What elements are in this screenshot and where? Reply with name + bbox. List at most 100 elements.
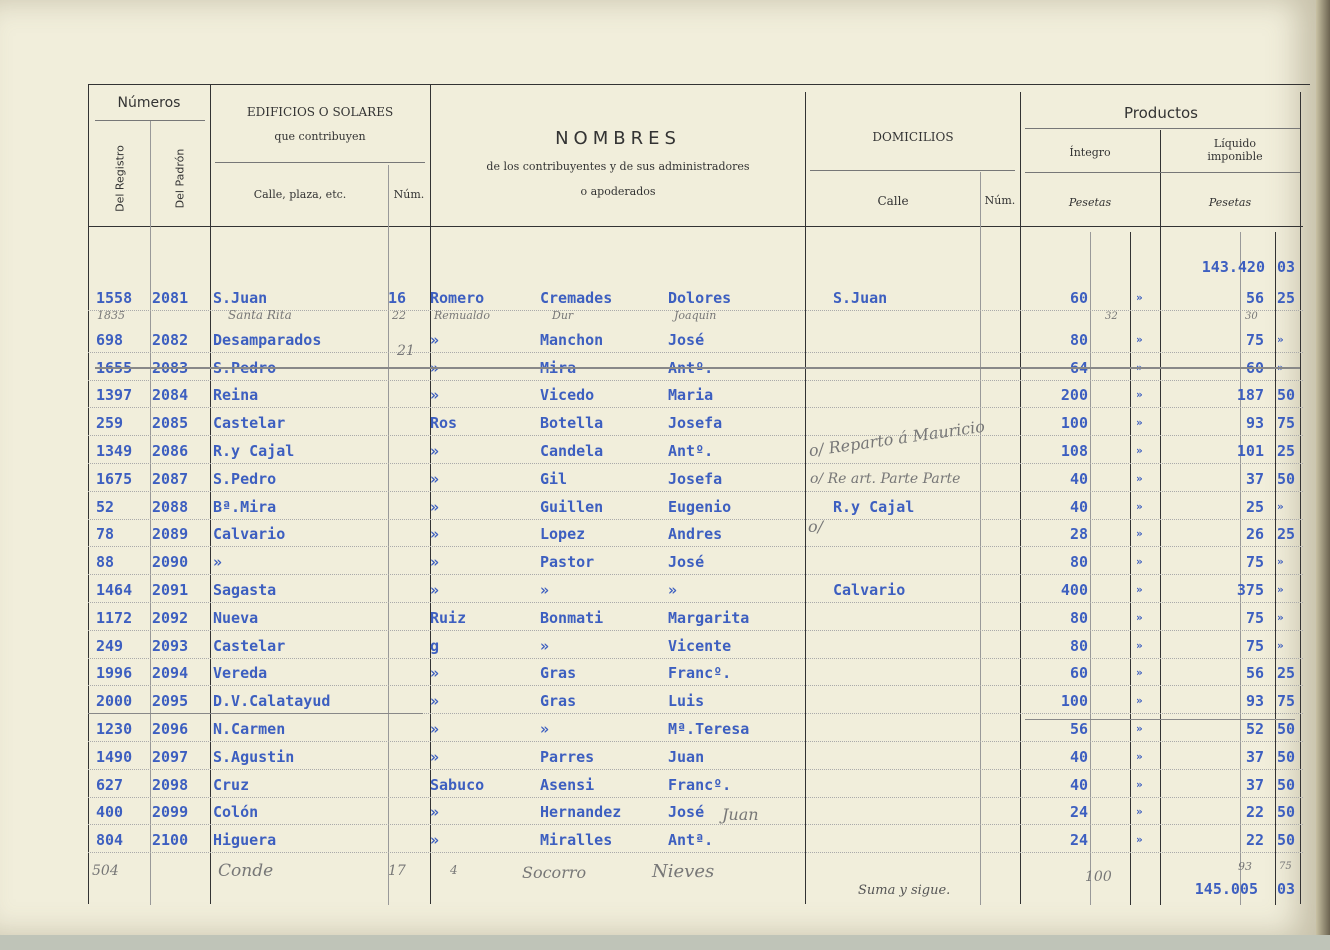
street: D.V.Calatayud [213,692,331,711]
liquido-pesetas: 75 [1245,330,1264,349]
surname-1: » [430,469,440,488]
liquido-cents: 50 [1277,803,1296,822]
padron-number: 2096 [152,720,189,738]
integro-pesetas: 80 [1069,608,1088,627]
surname-1: » [430,330,440,349]
col-divider [1160,130,1161,905]
handwritten-santa-rita: Santa Rita [228,308,292,322]
registro-number: 1464 [96,581,133,599]
integro-pesetas: 108 [1060,442,1088,460]
padron-number: 2090 [152,553,189,572]
surname-2: Bonmati [540,608,604,627]
street: Vereda [213,664,268,683]
street: Desamparados [213,330,322,349]
registro-number: 1349 [96,442,133,460]
header-pesetas-liquido: Pesetas [1208,196,1252,209]
col-divider [150,120,151,905]
surname-2: Gras [540,664,577,683]
header-nombres-sub1: de los contribuyentes y de sus administr… [486,160,750,173]
integro-pesetas: 60 [1069,664,1088,683]
padron-number: 2098 [152,775,189,794]
integro-pesetas: 40 [1069,747,1088,766]
integro-cents: » [1136,666,1143,680]
page-edge [1316,0,1330,950]
integro-cents: » [1136,833,1143,847]
integro-cents: » [1136,555,1143,569]
liquido-pesetas: 37 [1245,747,1264,766]
integro-cents: » [1136,610,1143,624]
header-nombres-sub2: o apoderados [580,185,656,198]
liquido-cents: 50 [1277,386,1296,405]
table-row: 1172 2092 Nueva Ruiz Bonmati Margarita 80 » 75 » [88,603,1303,631]
liquido-pesetas: 56 [1245,664,1264,683]
liquido-pesetas: 22 [1245,831,1264,850]
padron-number: 2085 [152,414,189,433]
street: Castelar [213,414,286,433]
integro-cents: » [1136,444,1143,457]
surname-2: » [540,636,550,655]
liquido-pesetas: 25 [1245,497,1264,516]
surname-2: Miralles [540,831,613,850]
first-name: José [668,330,705,349]
surname-1: » [430,831,440,850]
table-row: 78 2089 Calvario » Lopez Andres 28 » 26 25 [88,519,1303,548]
liquido-cents: 75 [1277,692,1296,711]
header-bottom-rule [88,226,1303,227]
registro-number: 1490 [96,747,133,766]
padron-number: 2087 [152,469,189,488]
surname-2: Vicedo [540,386,595,405]
liquido-cents: 25 [1277,289,1296,307]
integro-cents: » [1136,499,1143,513]
surname-2: » [540,720,550,738]
handwritten-joaquin: Joaquin [674,309,717,322]
left-border [88,84,89,904]
integro-cents: » [1136,722,1143,735]
first-name: Josefa [668,469,723,488]
right-border [1300,92,1301,904]
surname-1: » [430,525,440,544]
street: Nueva [213,608,259,627]
handwritten-total-cent: 75 [1279,861,1292,872]
header-dom-num: Núm. [984,194,1016,207]
table-row: 2000 2095 D.V.Calatayud » Gras Luis 100 » 93 75 [88,686,1303,715]
integro-pesetas: 24 [1069,803,1088,822]
liquido-cents: 50 [1277,831,1296,850]
handwritten-last-calle: Conde [218,861,274,881]
padron-number: 2091 [152,581,189,599]
surname-2: Manchon [540,330,604,349]
liquido-cents: 50 [1277,469,1296,488]
integro-cents: » [1136,805,1143,819]
first-name: Antº. [668,442,714,460]
header-nombres: NOMBRES [555,128,681,149]
street: Sagasta [213,581,277,599]
surname-2: Candela [540,442,604,460]
registro-number: 2000 [96,692,133,711]
carry-forward-pesetas: 143.420 [1201,258,1265,276]
liquido-pesetas: 22 [1245,803,1264,822]
liquido-pesetas: 93 [1245,414,1264,433]
table-row: 1675 2087 S.Pedro » Gil Josefa 40 » 37 50 [88,464,1303,492]
col-divider [210,84,211,904]
liquido-cents: 25 [1277,664,1296,683]
liquido-pesetas: 37 [1245,469,1264,488]
registro-number: 627 [96,775,124,794]
street-number: 16 [388,289,407,307]
street: » [213,553,223,572]
integro-pesetas: 80 [1069,553,1088,572]
registro-number: 1397 [96,386,133,405]
registro-number: 78 [96,525,115,544]
first-name: Andres [668,525,723,544]
rule [810,170,1015,171]
table-row: 1349 2086 R.y Cajal » Candela Antº. 108 » 101 25 [88,436,1303,464]
integro-pesetas: 100 [1060,692,1088,711]
integro-cents: » [1136,332,1143,346]
handwritten-juan: Juan [722,805,759,824]
padron-number: 2084 [152,386,189,405]
header-del-registro: Del Registro [113,145,127,212]
col-divider [1020,92,1021,904]
rule [95,120,205,121]
padron-number: 2094 [152,664,189,683]
liquido-cents: » [1277,610,1284,624]
suma-y-sigue-label: Suma y sigue. [858,883,951,898]
surname-1: Ros [430,414,458,433]
